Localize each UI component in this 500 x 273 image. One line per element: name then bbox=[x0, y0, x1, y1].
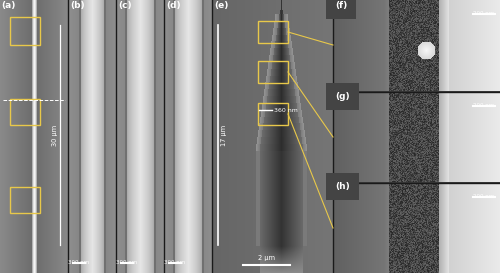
Bar bbox=[258, 61, 288, 83]
Text: (c): (c) bbox=[118, 1, 132, 10]
Text: (d): (d) bbox=[166, 1, 180, 10]
Text: (b): (b) bbox=[70, 1, 84, 10]
Text: 17 µm: 17 µm bbox=[221, 124, 227, 146]
Bar bbox=[10, 99, 40, 125]
Text: (h): (h) bbox=[335, 182, 350, 191]
Text: 30 µm: 30 µm bbox=[52, 124, 58, 146]
Text: 200 nm: 200 nm bbox=[474, 194, 494, 199]
Text: (a): (a) bbox=[1, 1, 15, 10]
Text: (f): (f) bbox=[335, 1, 347, 10]
Text: 200 nm: 200 nm bbox=[474, 11, 494, 16]
Text: 2 µm: 2 µm bbox=[258, 255, 276, 261]
Text: (g): (g) bbox=[335, 92, 349, 101]
Text: 360 nm: 360 nm bbox=[274, 108, 298, 112]
Text: 300 nm: 300 nm bbox=[68, 260, 89, 265]
Text: 300 nm: 300 nm bbox=[116, 260, 138, 265]
Bar bbox=[258, 103, 288, 125]
Text: (e): (e) bbox=[214, 1, 228, 10]
Text: 200 nm: 200 nm bbox=[474, 103, 494, 108]
Bar bbox=[10, 187, 40, 213]
Text: 300 nm: 300 nm bbox=[164, 260, 186, 265]
Bar bbox=[10, 17, 40, 45]
Bar bbox=[258, 21, 288, 43]
